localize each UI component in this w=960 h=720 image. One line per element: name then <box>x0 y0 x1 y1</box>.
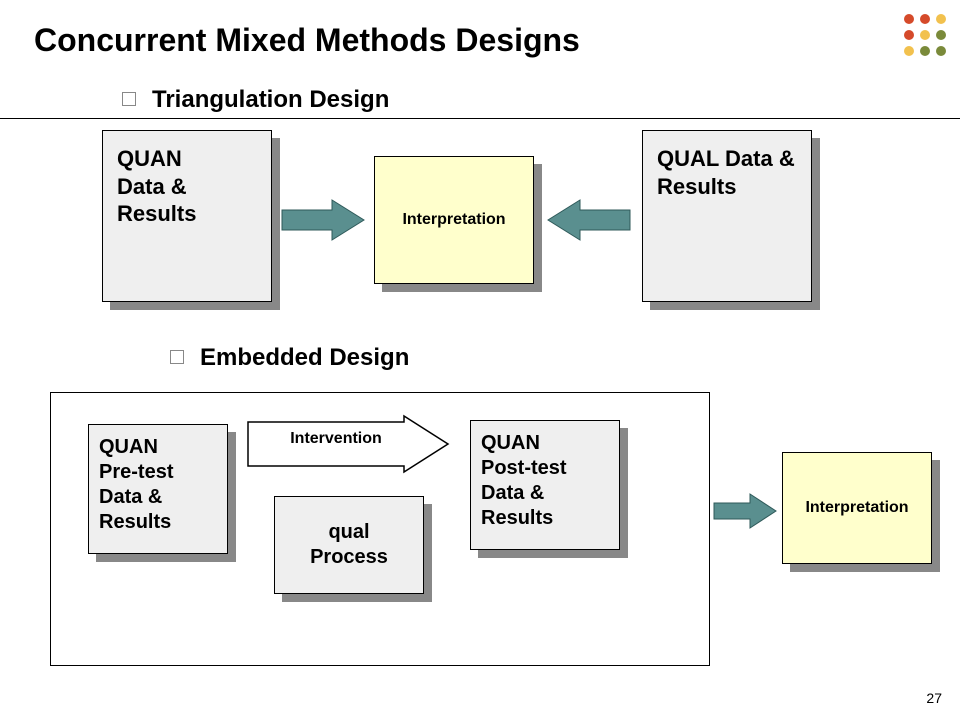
arrow-right-icon <box>282 200 364 240</box>
triangulation-heading-text: Triangulation Design <box>152 86 389 113</box>
intervention-text: Intervention <box>290 430 382 447</box>
quan-pretest-box: QUAN Pre-test Data & Results <box>88 424 228 554</box>
qual-process-text: qual Process <box>310 520 388 570</box>
arrow-right-icon <box>714 494 776 528</box>
dot <box>904 46 914 56</box>
interpretation-1-text: Interpretation <box>402 210 505 230</box>
page-number: 27 <box>926 690 942 706</box>
slide-title: Concurrent Mixed Methods Designs <box>34 22 580 59</box>
dot <box>904 30 914 40</box>
decor-dots <box>904 14 946 56</box>
qual-results-box: QUAL Data & Results <box>642 130 812 302</box>
arrow-left-icon <box>548 200 630 240</box>
quan-posttest-box: QUAN Post-test Data & Results <box>470 420 620 550</box>
interpretation-box-1: Interpretation <box>374 156 534 284</box>
interpretation-box-2: Interpretation <box>782 452 932 564</box>
divider-line <box>0 118 960 119</box>
slide-title-text: Concurrent Mixed Methods Designs <box>34 22 580 58</box>
triangulation-heading: Triangulation Design <box>152 86 389 114</box>
quan-posttest-text: QUAN Post-test Data & Results <box>481 431 567 531</box>
qual-results-text: QUAL Data & Results <box>657 145 797 200</box>
bullet-icon <box>122 92 136 106</box>
page-number-text: 27 <box>926 690 942 706</box>
dot <box>920 30 930 40</box>
dot <box>936 30 946 40</box>
embedded-heading-text: Embedded Design <box>200 344 409 371</box>
qual-process-box: qual Process <box>274 496 424 594</box>
bullet-icon <box>170 350 184 364</box>
quan-results-text: QUAN Data & Results <box>117 145 196 228</box>
intervention-label: Intervention <box>248 430 424 448</box>
quan-results-box: QUAN Data & Results <box>102 130 272 302</box>
dot <box>936 14 946 24</box>
dot <box>936 46 946 56</box>
dot <box>904 14 914 24</box>
interpretation-2-text: Interpretation <box>805 498 908 518</box>
dot <box>920 14 930 24</box>
embedded-heading: Embedded Design <box>200 344 409 372</box>
dot <box>920 46 930 56</box>
quan-pretest-text: QUAN Pre-test Data & Results <box>99 435 173 535</box>
